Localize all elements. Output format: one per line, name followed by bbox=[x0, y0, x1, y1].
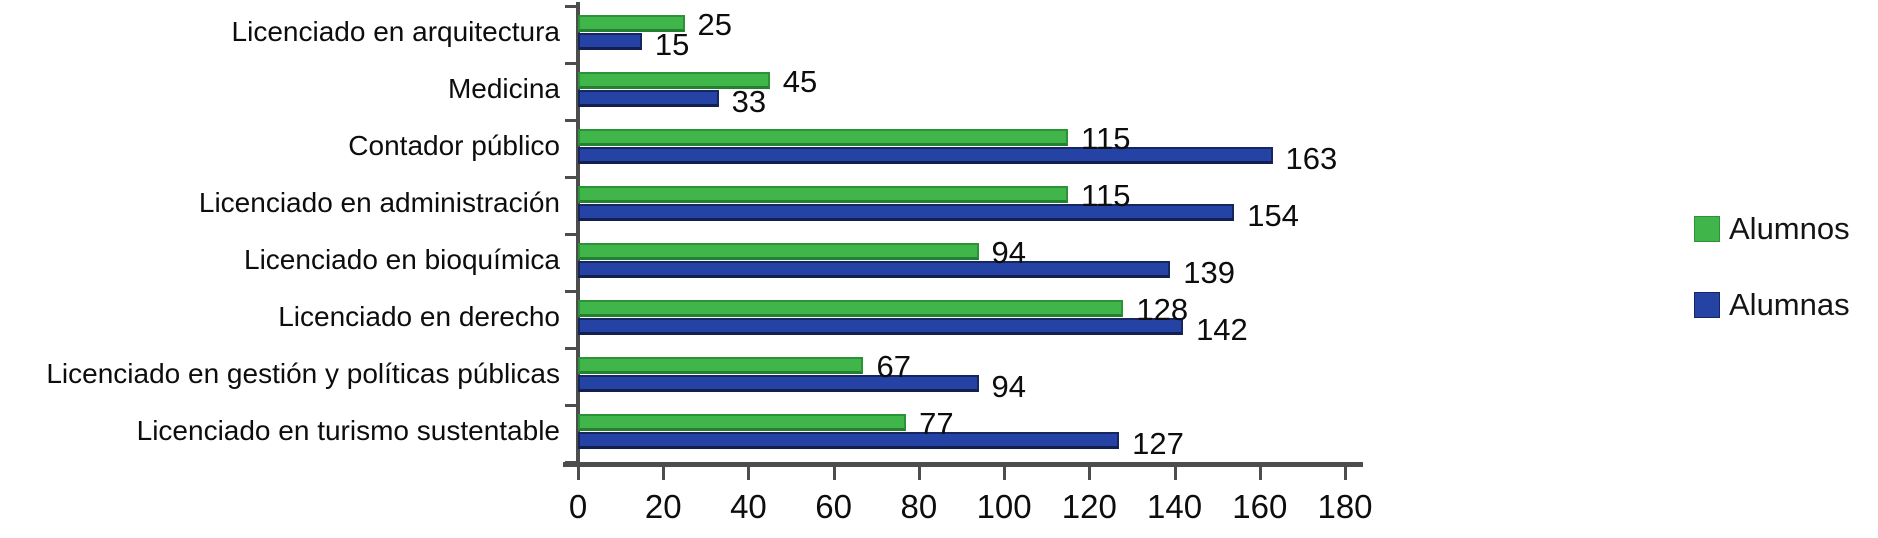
x-axis-tick bbox=[577, 467, 580, 480]
legend-swatch-alumnos bbox=[1694, 216, 1720, 242]
legend-label-alumnas: Alumnas bbox=[1729, 287, 1850, 322]
x-axis-tick-label: 140 bbox=[1147, 488, 1203, 525]
bar-alumnos bbox=[578, 414, 907, 431]
x-axis-line bbox=[563, 462, 1363, 467]
category-label: Contador público bbox=[348, 130, 560, 161]
legend-item-alumnos: Alumnos bbox=[1694, 211, 1850, 247]
legend-item-alumnas: Alumnas bbox=[1694, 287, 1850, 323]
category-label: Medicina bbox=[447, 73, 560, 104]
bar-alumnas bbox=[578, 261, 1171, 278]
x-axis-tick bbox=[832, 467, 836, 480]
bar-alumnas bbox=[578, 90, 719, 107]
y-axis-tick bbox=[565, 347, 578, 350]
value-label-alumnos: 115 bbox=[1081, 121, 1131, 156]
x-axis-tick-label: 20 bbox=[644, 488, 682, 525]
category-label: Licenciado en administración bbox=[198, 187, 560, 218]
category-label: Licenciado en gestión y políticas públic… bbox=[46, 358, 560, 389]
bar-alumnos bbox=[578, 186, 1069, 203]
value-label-alumnos: 25 bbox=[697, 7, 732, 42]
value-label-alumnos: 128 bbox=[1136, 292, 1189, 327]
x-axis-tick bbox=[1003, 467, 1007, 480]
x-axis-tick bbox=[747, 467, 751, 480]
bar-alumnas bbox=[578, 204, 1235, 221]
bar-alumnos bbox=[578, 72, 770, 89]
value-label-alumnas: 127 bbox=[1132, 426, 1184, 461]
x-axis-tick-label: 80 bbox=[900, 488, 938, 525]
value-label-alumnas: 33 bbox=[731, 84, 767, 119]
x-axis-tick-label: 180 bbox=[1317, 488, 1373, 525]
legend-swatch-alumnas bbox=[1694, 292, 1720, 318]
value-label-alumnas: 163 bbox=[1285, 141, 1338, 176]
y-axis-line bbox=[576, 2, 580, 465]
y-axis-tick bbox=[565, 404, 578, 407]
bar-alumnas bbox=[578, 432, 1120, 449]
x-axis-tick-label: 60 bbox=[815, 488, 853, 525]
bar-alumnos bbox=[578, 243, 979, 260]
value-label-alumnos: 94 bbox=[991, 235, 1027, 270]
bar-alumnos bbox=[578, 129, 1069, 146]
y-axis-tick bbox=[565, 5, 578, 8]
bar-alumnas bbox=[578, 33, 642, 50]
value-label-alumnas: 139 bbox=[1183, 255, 1236, 290]
value-label-alumnas: 94 bbox=[991, 369, 1027, 404]
category-label: Licenciado en arquitectura bbox=[231, 16, 560, 47]
legend-label-alumnos: Alumnos bbox=[1729, 211, 1850, 246]
value-label-alumnos: 45 bbox=[782, 64, 818, 99]
category-label: Licenciado en bioquímica bbox=[244, 244, 560, 275]
x-axis-tick bbox=[1344, 467, 1347, 480]
value-label-alumnos: 77 bbox=[919, 406, 954, 441]
y-axis-tick bbox=[565, 233, 578, 236]
value-label-alumnos: 67 bbox=[876, 349, 911, 384]
x-axis-tick bbox=[1258, 467, 1262, 480]
x-axis-tick bbox=[1088, 467, 1092, 480]
category-label: Licenciado en derecho bbox=[278, 301, 560, 332]
bar-alumnas bbox=[578, 147, 1273, 164]
y-axis-tick bbox=[565, 119, 578, 122]
value-label-alumnos: 115 bbox=[1081, 178, 1131, 213]
x-axis-tick bbox=[662, 467, 666, 480]
value-label-alumnas: 142 bbox=[1196, 312, 1248, 347]
value-label-alumnas: 154 bbox=[1247, 198, 1299, 233]
y-axis-tick bbox=[565, 461, 578, 464]
bar-alumnos bbox=[578, 15, 685, 32]
bar-alumnos bbox=[578, 357, 864, 374]
x-axis-tick-label: 40 bbox=[730, 488, 767, 525]
y-axis-tick bbox=[565, 290, 578, 293]
x-axis-tick-label: 0 bbox=[568, 488, 588, 525]
y-axis-tick bbox=[565, 62, 578, 65]
bar-alumnas bbox=[578, 375, 979, 392]
x-axis-tick-label: 120 bbox=[1061, 488, 1117, 525]
y-axis-tick bbox=[565, 176, 578, 179]
value-label-alumnas: 15 bbox=[654, 27, 690, 62]
bar-alumnas bbox=[578, 318, 1184, 335]
x-axis-tick bbox=[1173, 467, 1177, 480]
x-axis-tick-label: 100 bbox=[976, 488, 1032, 525]
category-label: Licenciado en turismo sustentable bbox=[136, 415, 560, 446]
bar-alumnos bbox=[578, 300, 1124, 317]
x-axis-tick-label: 160 bbox=[1232, 488, 1288, 525]
x-axis-tick bbox=[917, 467, 921, 480]
